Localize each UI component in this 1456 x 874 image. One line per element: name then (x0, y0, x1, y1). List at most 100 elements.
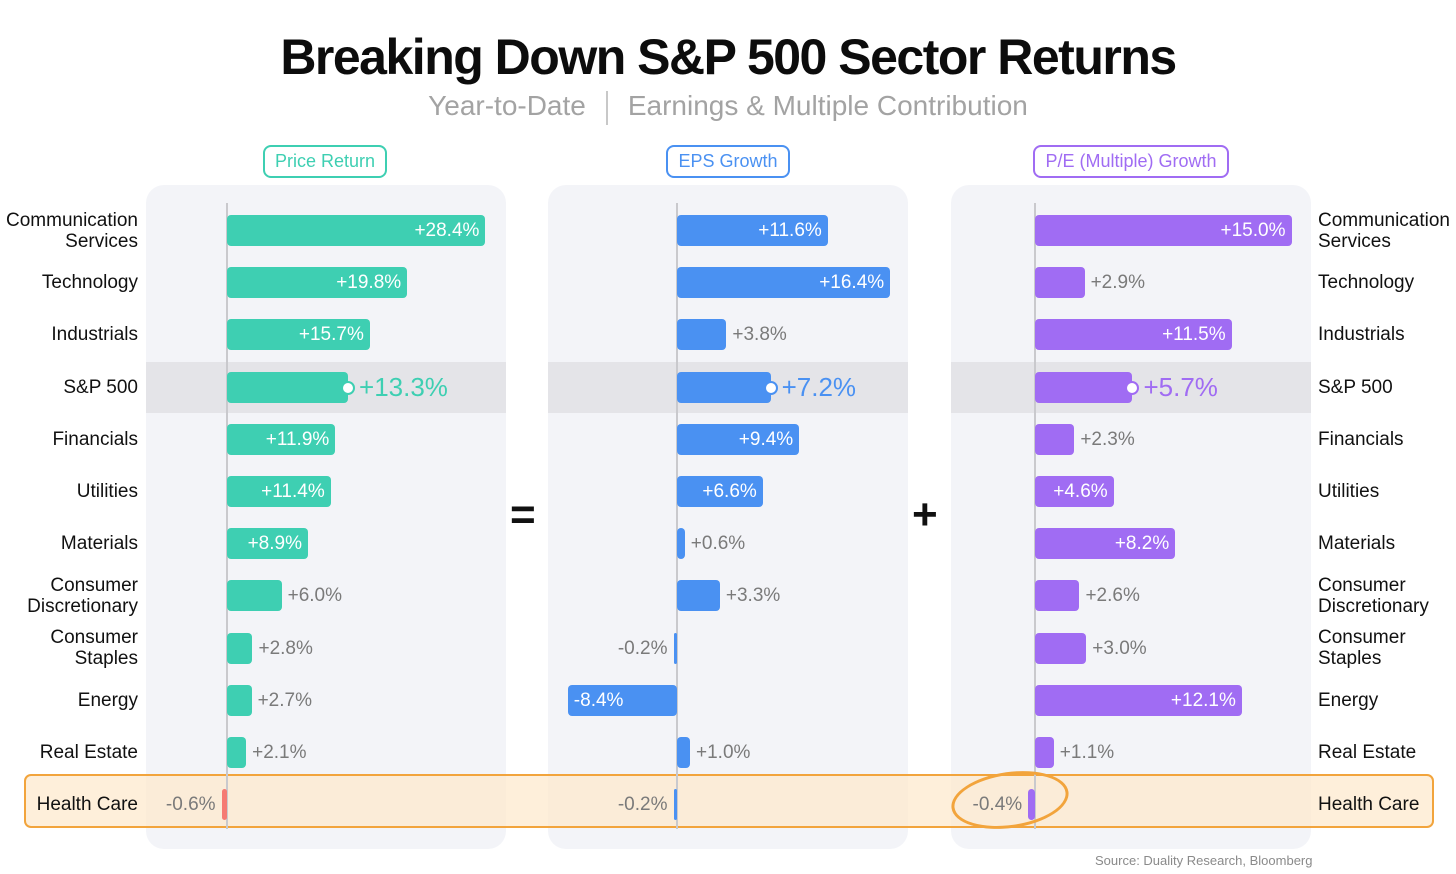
bar-price-return-communication-services (227, 215, 486, 246)
subtitle-description: Earnings & Multiple Contribution (627, 90, 1028, 121)
value-label-eps-growth-technology: +16.4% (819, 272, 885, 294)
value-label-price-return-financials: +11.9% (265, 428, 330, 450)
value-label-eps-growth-sandp-500: +7.2% (781, 371, 857, 402)
category-label-line: Financials (52, 428, 138, 450)
value-label-eps-growth-consumer-staples: -0.2% (617, 637, 668, 659)
category-label-line: Health Care (36, 794, 138, 816)
bar-price-return-consumer-discretionary (227, 580, 282, 612)
category-label-left-communication-services: Communication Services (0, 210, 138, 252)
bar-p-e-multiple-growth-financials (1035, 423, 1075, 455)
category-label-right-materials: Materials (1318, 533, 1395, 554)
bar-p-e-multiple-growth-communication-services (1035, 215, 1292, 246)
category-label-line: Health Care (1318, 794, 1420, 816)
value-label-eps-growth-utilities: +6.6% (702, 481, 757, 502)
category-label-right-health-care: Health Care (1318, 794, 1419, 815)
bar-eps-growth-sandp-500 (677, 371, 771, 403)
bar-eps-growth-financials (677, 423, 800, 455)
category-label-right-industrials: Industrials (1318, 324, 1405, 345)
category-label-left-real-estate: Real Estate (0, 742, 138, 763)
bar-price-return-industrials (227, 319, 370, 351)
bar-p-e-multiple-growth-sandp-500 (1035, 371, 1133, 403)
value-label-p-e-multiple-growth-consumer-staples: +3.0% (1092, 637, 1147, 659)
subtitle-divider (605, 90, 608, 125)
chart-title: Breaking Down S&P 500 Sector Returns (280, 29, 1177, 85)
bar-eps-growth-consumer-staples (673, 632, 677, 664)
bar-p-e-multiple-growth-technology (1035, 267, 1085, 299)
value-label-price-return-energy: +2.7% (257, 689, 312, 711)
value-label-p-e-multiple-growth-materials: +8.2% (1114, 533, 1170, 555)
category-label-line: Financials (1318, 428, 1404, 450)
bar-price-return-materials (227, 528, 308, 560)
category-label-line: Consumer (50, 574, 138, 596)
category-label-line: Services (1318, 230, 1391, 252)
value-label-price-return-communication-services: +28.4% (414, 220, 480, 241)
bar-eps-growth-utilities (677, 476, 763, 507)
value-label-price-return-sandp-500: +13.3% (359, 371, 448, 402)
category-label-line: Consumer (50, 627, 138, 649)
bar-p-e-multiple-growth-energy (1035, 684, 1242, 716)
zero-axis-p-e-multiple-growth (1034, 203, 1036, 829)
marker-dot-price-return (341, 380, 356, 395)
bar-p-e-multiple-growth-utilities (1035, 476, 1114, 507)
category-label-left-utilities: Utilities (0, 481, 138, 502)
category-label-left-industrials: Industrials (0, 324, 138, 345)
category-label-line: S&P 500 (63, 376, 138, 398)
category-label-line: Energy (77, 689, 138, 711)
category-label-line: Communication (1318, 209, 1450, 231)
category-label-right-technology: Technology (1318, 272, 1414, 293)
value-label-eps-growth-consumer-discretionary: +3.3% (725, 585, 781, 607)
value-label-eps-growth-energy: -8.4% (573, 689, 624, 711)
category-label-line: Industrials (51, 324, 138, 346)
health-care-callout (24, 774, 1434, 829)
category-label-line: Discretionary (27, 595, 138, 617)
category-label-left-consumer-staples: Consumer Staples (0, 627, 138, 669)
category-label-line: Services (65, 230, 138, 252)
category-label-line: Real Estate (39, 742, 138, 763)
category-label-left-materials: Materials (0, 533, 138, 554)
value-label-price-return-health-care: -0.6% (165, 794, 216, 816)
value-label-eps-growth-financials: +9.4% (738, 428, 794, 450)
value-label-price-return-real-estate: +2.1% (252, 742, 307, 763)
category-label-right-energy: Energy (1318, 690, 1378, 711)
value-label-eps-growth-real-estate: +1.0% (696, 742, 751, 763)
legend-eps-growth: EPS Growth (666, 145, 790, 178)
value-label-p-e-multiple-growth-utilities: +4.6% (1053, 481, 1108, 502)
category-label-left-financials: Financials (0, 429, 138, 450)
category-label-line: Staples (1318, 648, 1382, 670)
zero-axis-price-return (226, 203, 228, 829)
value-label-p-e-multiple-growth-communication-services: +15.0% (1220, 220, 1286, 241)
value-label-p-e-multiple-growth-real-estate: +1.1% (1059, 742, 1115, 763)
category-label-left-consumer-discretionary: Consumer Discretionary (0, 575, 138, 617)
category-label-line: Real Estate (1318, 742, 1417, 763)
category-label-line: Utilities (1318, 481, 1380, 502)
category-label-right-consumer-discretionary: Consumer Discretionary (1318, 575, 1429, 617)
bar-eps-growth-materials (677, 528, 685, 560)
bar-p-e-multiple-growth-real-estate (1035, 737, 1054, 768)
value-label-price-return-consumer-staples: +2.8% (258, 637, 313, 659)
category-label-right-communication-services: Communication Services (1318, 210, 1450, 252)
category-label-line: Communication (6, 209, 138, 231)
value-label-eps-growth-communication-services: +11.6% (758, 220, 822, 241)
bar-p-e-multiple-growth-consumer-staples (1035, 632, 1087, 664)
bar-price-return-real-estate (227, 737, 247, 768)
category-label-right-financials: Financials (1318, 429, 1404, 450)
bar-price-return-utilities (227, 476, 331, 507)
value-label-price-return-technology: +19.8% (336, 272, 402, 294)
marker-dot-p-e-multiple-growth (1125, 380, 1140, 395)
bar-eps-growth-energy (567, 684, 677, 716)
bar-p-e-multiple-growth-health-care (1028, 789, 1035, 821)
category-label-line: Discretionary (1318, 595, 1429, 617)
value-label-price-return-industrials: +15.7% (298, 324, 364, 346)
category-label-line: Energy (1318, 689, 1379, 711)
category-label-line: Utilities (76, 481, 138, 502)
bar-eps-growth-consumer-discretionary (677, 580, 720, 612)
bar-price-return-consumer-staples (227, 632, 253, 664)
source-note: Source: Duality Research, Bloomberg (1095, 853, 1313, 868)
category-label-line: Technology (41, 272, 138, 294)
category-label-left-health-care: Health Care (0, 794, 138, 815)
category-label-line: Materials (60, 533, 138, 555)
value-label-price-return-materials: +8.9% (247, 533, 302, 555)
value-label-price-return-utilities: +11.4% (261, 481, 325, 502)
category-label-right-utilities: Utilities (1318, 481, 1379, 502)
category-label-right-real-estate: Real Estate (1318, 742, 1416, 763)
